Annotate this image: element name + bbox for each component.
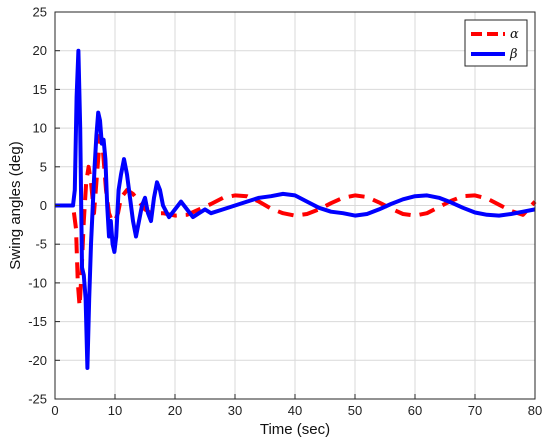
y-tick-label: 10 <box>33 121 47 136</box>
series-line-beta <box>55 48 536 370</box>
y-tick-label: -25 <box>28 392 47 407</box>
x-tick-label: 70 <box>468 403 482 418</box>
x-tick-label: 40 <box>288 403 302 418</box>
legend-label-alpha: α <box>510 27 519 42</box>
legend: α β <box>464 19 528 67</box>
series-layer <box>55 48 537 370</box>
x-tick-label: 30 <box>228 403 242 418</box>
x-tick-label: 10 <box>108 403 122 418</box>
y-axis-label: Swing angles (deg) <box>7 141 24 269</box>
legend-box <box>464 19 528 67</box>
y-tick-label: 25 <box>33 5 47 20</box>
y-tick-label: 0 <box>40 198 47 213</box>
x-tick-label: 0 <box>51 403 58 418</box>
y-tick-label: -5 <box>35 237 47 252</box>
y-tick-label: -20 <box>28 353 47 368</box>
legend-label-beta: β <box>509 47 518 62</box>
x-axis-label: Time (sec) <box>260 421 330 438</box>
y-tick-label: 15 <box>33 82 47 97</box>
x-tick-label: 50 <box>348 403 362 418</box>
y-tick-label: 20 <box>33 43 47 58</box>
x-tick-label: 80 <box>528 403 542 418</box>
x-tick-label: 60 <box>408 403 422 418</box>
x-tick-label: 20 <box>168 403 182 418</box>
y-tick-label: -15 <box>28 314 47 329</box>
y-tick-label: -10 <box>28 275 47 290</box>
y-tick-label: 5 <box>40 159 47 174</box>
tick-layer: 0 10 20 30 40 50 60 70 80 -25 -20 -15 -10 -5 0 5 10 15 20 2… <box>28 5 542 419</box>
